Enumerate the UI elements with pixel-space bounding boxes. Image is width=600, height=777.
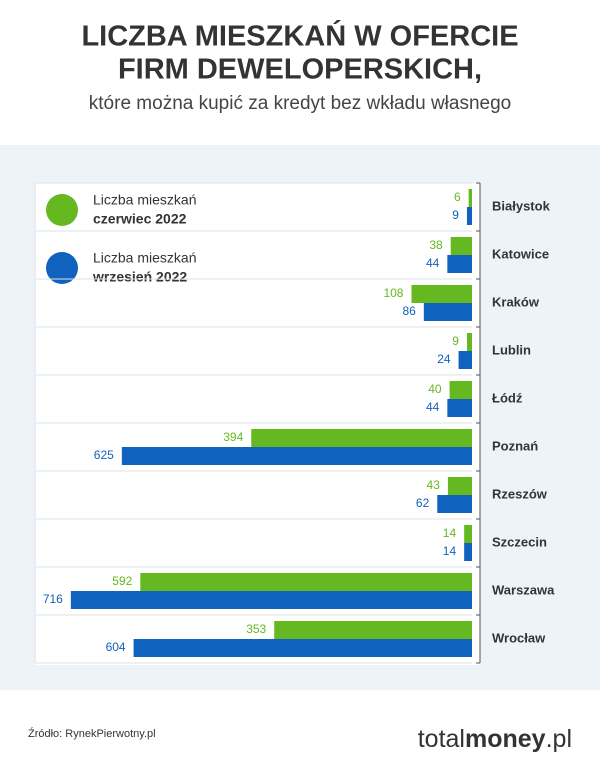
legend-label: wrzesień 2022	[92, 269, 187, 285]
bar	[70, 591, 472, 609]
data-label: 62	[416, 496, 430, 510]
bar	[447, 255, 472, 273]
y-tick-label: Warszawa	[492, 582, 555, 597]
chart-title: FIRM DEWELOPERSKICH,	[118, 54, 482, 86]
y-tick-label: Szczecin	[492, 534, 547, 549]
data-label: 592	[112, 574, 132, 588]
chart-subtitle: które można kupić za kredyt bez wkładu w…	[89, 93, 511, 114]
bar	[274, 621, 472, 639]
y-tick-label: Rzeszów	[492, 486, 548, 501]
legend: Liczba mieszkań czerwiec 2022 Liczba miesz…	[46, 192, 197, 285]
data-label: 86	[402, 304, 416, 318]
y-tick-label: Łódź	[492, 390, 523, 405]
data-label: 394	[223, 430, 243, 444]
bar	[133, 639, 472, 657]
data-label: 9	[452, 334, 459, 348]
data-label: 716	[43, 592, 63, 606]
legend-label: czerwiec 2022	[93, 211, 187, 227]
data-label: 14	[443, 526, 457, 540]
source-note: Źródło: RynekPierwotny.pl	[28, 727, 156, 740]
bar	[447, 477, 472, 495]
logo: totalmoney.pl	[418, 725, 572, 753]
bar	[140, 573, 473, 591]
chart-title: LICZBA MIESZKAŃ W OFERCIE	[81, 19, 518, 53]
data-label: 24	[437, 352, 451, 366]
bar	[466, 207, 472, 225]
bar	[121, 447, 472, 465]
y-tick-label: Kraków	[492, 294, 540, 309]
y-tick-label: Lublin	[492, 342, 531, 357]
data-label: 44	[426, 256, 440, 270]
data-label: 38	[429, 238, 443, 252]
legend-marker	[46, 194, 78, 226]
data-label: 9	[452, 208, 459, 222]
bar	[447, 399, 472, 417]
bar	[449, 381, 472, 399]
bar	[450, 237, 472, 255]
bar	[251, 429, 472, 447]
logo-part: .pl	[546, 725, 572, 753]
legend-label: Liczba mieszkań	[93, 192, 197, 208]
bar	[464, 525, 472, 543]
data-label: 40	[428, 382, 442, 396]
plot: Białystok 6 9 Katowice 38 44 Kraków 108 86 Lublin…	[34, 182, 555, 664]
legend-label: Liczba mieszkań	[93, 250, 197, 266]
logo-part: money	[465, 725, 546, 753]
bar	[466, 333, 472, 351]
legend-marker	[46, 252, 78, 284]
data-label: 353	[246, 622, 266, 636]
bar	[468, 189, 472, 207]
bar	[411, 285, 472, 303]
data-label: 604	[106, 640, 126, 654]
data-label: 6	[454, 190, 461, 204]
data-label: 14	[443, 544, 457, 558]
bar	[464, 543, 472, 561]
data-label: 44	[426, 400, 440, 414]
data-label: 108	[383, 286, 403, 300]
y-tick-label: Wrocław	[492, 630, 546, 645]
bar	[437, 495, 472, 513]
y-tick-label: Katowice	[492, 246, 549, 261]
y-tick-label: Białystok	[492, 198, 551, 213]
y-tick-label: Poznań	[492, 438, 538, 453]
bar	[458, 351, 472, 369]
data-label: 43	[427, 478, 441, 492]
bar	[423, 303, 472, 321]
logo-part: total	[418, 725, 465, 753]
data-label: 625	[94, 448, 114, 462]
